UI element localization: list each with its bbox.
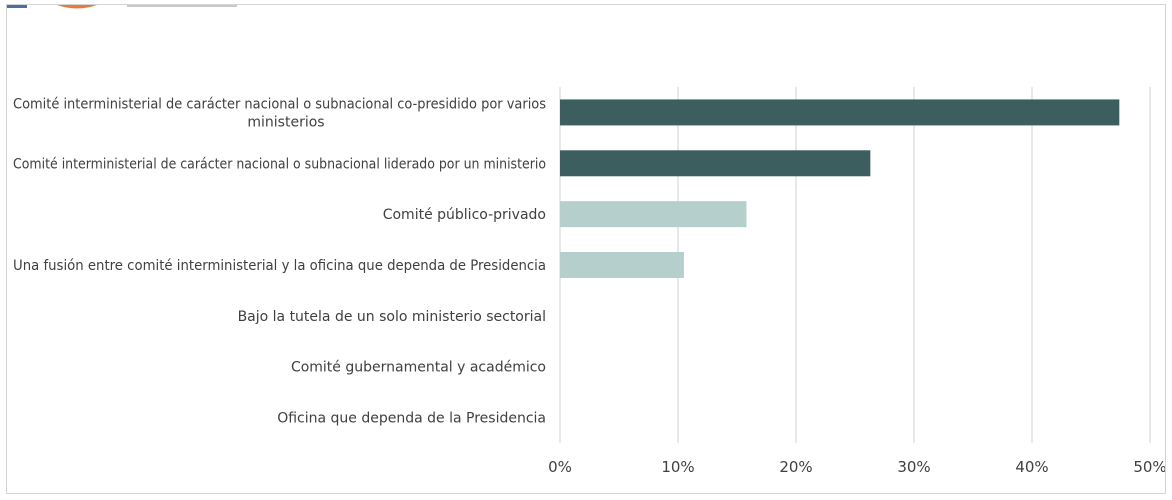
x-tick-label: 40% bbox=[1015, 458, 1048, 476]
y-tick-label: Comité interministerial de carácter naci… bbox=[13, 96, 546, 112]
x-tick-label: 0% bbox=[548, 458, 572, 476]
y-tick-label: ministerios bbox=[247, 114, 324, 130]
y-tick-label: Oficina que dependa de la Presidencia bbox=[277, 411, 546, 427]
x-tick-label: 50% bbox=[1133, 458, 1165, 476]
chart-frame: 0% 10% 20% 30% 40% 50% Comité interministerial… bbox=[6, 4, 1167, 494]
y-tick-label: Una fusión entre comité interministerial… bbox=[13, 258, 546, 274]
bar-chart: 0% 10% 20% 30% 40% 50% Comité interministerial… bbox=[13, 87, 1167, 476]
y-tick-label: Comité público-privado bbox=[383, 207, 546, 223]
x-tick-label: 10% bbox=[661, 458, 694, 476]
bar bbox=[560, 252, 684, 278]
bar bbox=[560, 150, 871, 177]
logo-fragment-icon bbox=[7, 5, 237, 9]
bar bbox=[560, 201, 747, 228]
y-tick-label: Comité interministerial de carácter naci… bbox=[13, 156, 546, 172]
x-tick-label: 20% bbox=[779, 458, 812, 476]
x-tick-label: 30% bbox=[897, 458, 930, 476]
y-tick-label: Bajo la tutela de un solo ministerio sec… bbox=[238, 309, 546, 325]
y-tick-label: Comité gubernamental y académico bbox=[291, 360, 546, 376]
bar bbox=[560, 99, 1120, 126]
